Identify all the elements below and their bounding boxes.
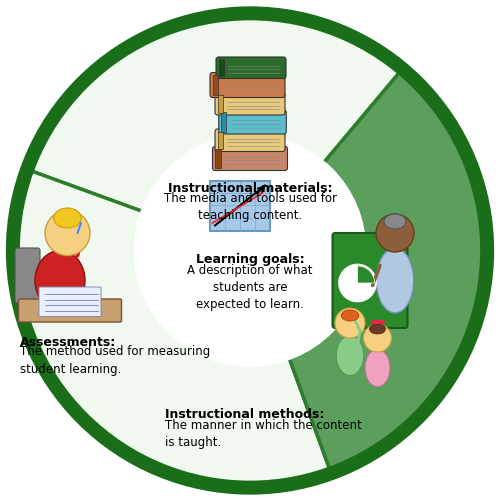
Text: Instructional methods:: Instructional methods: xyxy=(165,408,324,421)
Text: The method used for measuring
student learning.: The method used for measuring student le… xyxy=(20,346,210,376)
Circle shape xyxy=(45,210,90,256)
Ellipse shape xyxy=(54,208,81,228)
FancyBboxPatch shape xyxy=(18,299,122,322)
Bar xyxy=(221,113,226,131)
Bar xyxy=(218,95,222,113)
Text: The media and tools used for
teaching content.: The media and tools used for teaching co… xyxy=(164,192,336,222)
FancyBboxPatch shape xyxy=(212,146,288,170)
Ellipse shape xyxy=(365,349,390,387)
Ellipse shape xyxy=(341,310,359,321)
FancyBboxPatch shape xyxy=(39,287,101,317)
Text: Learning goals:: Learning goals: xyxy=(196,253,304,266)
Circle shape xyxy=(338,264,376,302)
Ellipse shape xyxy=(376,248,414,313)
Circle shape xyxy=(135,135,365,366)
Wedge shape xyxy=(15,170,330,485)
Text: Assessments:: Assessments: xyxy=(20,336,116,349)
Bar xyxy=(215,149,220,168)
FancyBboxPatch shape xyxy=(332,233,407,328)
FancyBboxPatch shape xyxy=(210,180,270,230)
FancyBboxPatch shape xyxy=(216,57,286,79)
FancyBboxPatch shape xyxy=(219,110,286,134)
Bar xyxy=(212,75,218,95)
Bar xyxy=(218,60,224,76)
FancyBboxPatch shape xyxy=(210,73,285,98)
Text: A description of what
students are
expected to learn.: A description of what students are expec… xyxy=(187,264,313,311)
Text: The manner in which the content
is taught.: The manner in which the content is taugh… xyxy=(165,419,362,449)
FancyBboxPatch shape xyxy=(215,93,285,115)
Bar xyxy=(218,131,222,149)
Ellipse shape xyxy=(370,324,386,334)
Circle shape xyxy=(335,308,365,338)
FancyBboxPatch shape xyxy=(15,248,40,303)
Wedge shape xyxy=(29,16,401,250)
Ellipse shape xyxy=(384,214,406,229)
Text: Instructional materials:: Instructional materials: xyxy=(168,182,332,195)
Wedge shape xyxy=(358,266,374,283)
Ellipse shape xyxy=(336,336,364,376)
Wedge shape xyxy=(250,71,485,471)
Circle shape xyxy=(376,214,414,252)
Ellipse shape xyxy=(35,250,85,311)
FancyBboxPatch shape xyxy=(215,129,285,151)
Circle shape xyxy=(364,324,392,352)
Circle shape xyxy=(15,16,485,485)
